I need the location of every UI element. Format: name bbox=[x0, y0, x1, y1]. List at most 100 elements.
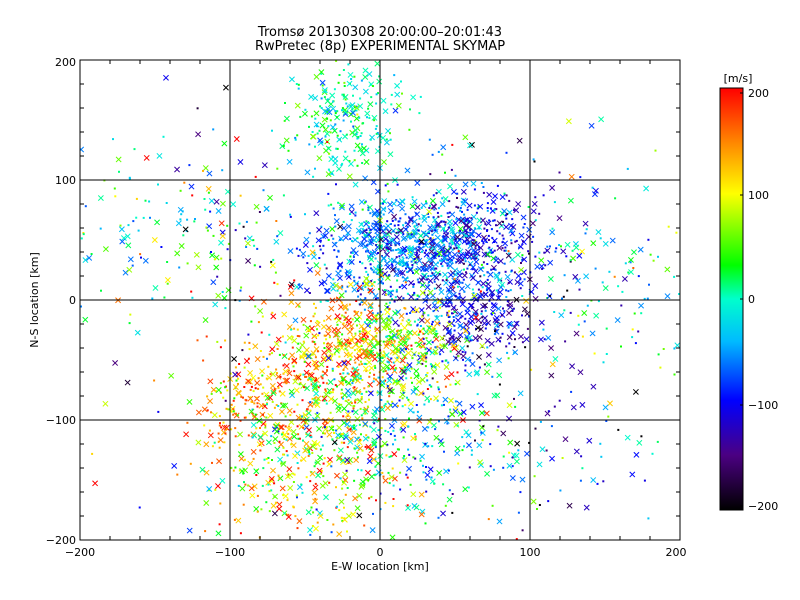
data-point-dot bbox=[312, 315, 315, 318]
data-point-x bbox=[362, 365, 369, 372]
data-point-x bbox=[336, 531, 343, 538]
data-point-dot bbox=[448, 310, 451, 313]
data-point-x bbox=[401, 368, 408, 375]
data-point-dot bbox=[455, 261, 458, 263]
data-point-dot bbox=[331, 172, 334, 175]
data-point-x bbox=[315, 472, 322, 479]
data-point-dot bbox=[549, 294, 552, 297]
data-point-dot bbox=[354, 214, 357, 217]
data-point-dot bbox=[463, 213, 466, 216]
data-point-dot bbox=[409, 312, 412, 314]
data-point-dot bbox=[360, 414, 363, 417]
data-point-x bbox=[295, 374, 302, 381]
data-point-x bbox=[303, 440, 310, 447]
data-point-dot bbox=[241, 349, 244, 352]
data-point-dot bbox=[249, 388, 252, 391]
y-tick-label: 200 bbox=[55, 56, 76, 69]
data-point-x bbox=[556, 215, 563, 222]
data-point-x bbox=[674, 342, 680, 349]
data-point-x bbox=[364, 469, 371, 476]
data-point-dot bbox=[382, 340, 385, 343]
data-point-dot bbox=[139, 253, 142, 256]
data-point-dot bbox=[405, 348, 407, 351]
data-point-dot bbox=[373, 119, 376, 122]
data-point-dot bbox=[614, 197, 617, 200]
data-point-dot bbox=[340, 433, 343, 436]
data-point-dot bbox=[219, 382, 222, 385]
data-point-x bbox=[384, 275, 391, 281]
data-point-dot bbox=[483, 274, 486, 277]
data-point-dot bbox=[394, 267, 397, 270]
data-point-dot bbox=[429, 347, 432, 350]
data-point-x bbox=[333, 218, 340, 225]
data-point-dot bbox=[406, 396, 408, 399]
data-point-x bbox=[387, 388, 394, 395]
data-point-x bbox=[341, 225, 347, 232]
data-point-dot bbox=[405, 473, 408, 476]
data-point-dot bbox=[334, 384, 337, 387]
data-point-x bbox=[457, 332, 464, 339]
data-point-dot bbox=[315, 508, 318, 511]
data-point-dot bbox=[545, 449, 548, 452]
data-point-dot bbox=[219, 422, 221, 425]
data-point-x bbox=[482, 315, 488, 322]
y-tick-labels: −200 −100 0 100 200 bbox=[46, 56, 76, 547]
data-point-dot bbox=[363, 387, 366, 390]
data-point-dot bbox=[265, 377, 268, 380]
data-point-dot bbox=[322, 462, 325, 465]
data-point-dot bbox=[166, 261, 169, 263]
data-point-dot bbox=[311, 525, 314, 527]
data-point-x bbox=[463, 221, 470, 228]
data-point-dot bbox=[490, 249, 493, 252]
data-point-x bbox=[336, 275, 343, 282]
data-point-x bbox=[352, 250, 359, 257]
data-point-dot bbox=[459, 207, 462, 209]
data-point-x bbox=[436, 470, 443, 476]
data-point-dot bbox=[233, 518, 236, 521]
data-point-x bbox=[358, 483, 365, 490]
data-point-dot bbox=[333, 378, 336, 381]
data-point-x bbox=[193, 251, 200, 258]
data-point-dot bbox=[308, 446, 311, 449]
data-point-dot bbox=[475, 312, 477, 315]
data-point-x bbox=[356, 284, 363, 291]
data-point-dot bbox=[384, 429, 387, 432]
data-point-dot bbox=[356, 456, 359, 459]
data-point-dot bbox=[341, 162, 344, 165]
data-point-dot bbox=[581, 335, 584, 338]
data-point-x bbox=[325, 171, 332, 178]
data-point-dot bbox=[495, 256, 498, 259]
data-point-x bbox=[493, 328, 500, 335]
data-point-dot bbox=[344, 318, 347, 321]
data-point-x bbox=[342, 471, 348, 478]
data-point-dot bbox=[468, 332, 471, 335]
data-point-x bbox=[371, 412, 377, 419]
data-point-dot bbox=[482, 266, 485, 269]
data-point-dot bbox=[335, 505, 338, 508]
data-point-dot bbox=[435, 315, 438, 318]
data-point-x bbox=[358, 285, 365, 292]
data-point-dot bbox=[260, 331, 263, 334]
data-point-x bbox=[367, 287, 374, 294]
data-point-x bbox=[279, 485, 286, 492]
data-point-dot bbox=[447, 226, 450, 229]
data-point-x bbox=[372, 313, 379, 320]
data-point-dot bbox=[325, 267, 328, 270]
data-point-dot bbox=[262, 433, 265, 436]
data-point-dot bbox=[442, 483, 445, 486]
data-point-dot bbox=[288, 358, 290, 361]
data-point-x bbox=[443, 232, 450, 239]
data-point-x bbox=[86, 254, 93, 261]
data-point-dot bbox=[453, 306, 456, 309]
data-point-dot bbox=[248, 348, 251, 351]
data-point-x bbox=[495, 305, 502, 312]
data-point-x bbox=[415, 378, 422, 385]
data-point-dot bbox=[427, 426, 430, 429]
data-point-dot bbox=[413, 225, 416, 228]
data-point-dot bbox=[437, 207, 440, 210]
data-point-x bbox=[305, 431, 312, 438]
data-point-dot bbox=[478, 227, 481, 230]
data-point-dot bbox=[500, 279, 503, 282]
data-point-dot bbox=[457, 206, 460, 209]
data-point-dot bbox=[390, 341, 393, 344]
